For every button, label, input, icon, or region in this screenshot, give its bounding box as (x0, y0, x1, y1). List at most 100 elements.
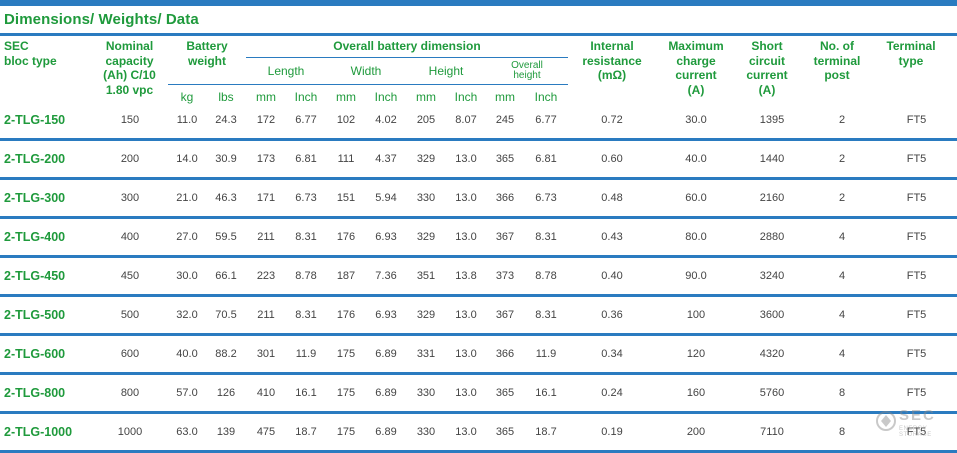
cell-weight-kg: 27.0 (168, 217, 206, 258)
title-divider (0, 33, 957, 36)
cell-posts: 4 (808, 217, 876, 258)
cell-overall-height-inch: 8.78 (524, 256, 568, 297)
watermark-icon (876, 411, 896, 431)
cell-terminal-type: FT5 (876, 295, 957, 336)
cell-capacity: 800 (92, 373, 168, 414)
cell-height-inch: 13.0 (446, 373, 486, 414)
cell-short-circuit: 2880 (736, 217, 808, 258)
cell-capacity: 300 (92, 178, 168, 219)
cell-overall-height-inch: 6.73 (524, 178, 568, 219)
cell-type: 2-TLG-800 (0, 373, 92, 414)
cell-terminal-type: FT5 (876, 373, 957, 414)
cell-type: 2-TLG-1000 (0, 412, 92, 453)
unit-width-inch: Inch (374, 90, 398, 104)
cell-posts: 2 (808, 102, 876, 141)
page-title: Dimensions/ Weights/ Data (4, 11, 199, 28)
header-short-circuit: Short circuit current (A) (746, 39, 788, 97)
cell-capacity: 450 (92, 256, 168, 297)
cell-weight-lbs: 24.3 (206, 102, 246, 141)
table-row: 2-TLG-400 400 27.0 59.5 211 8.31 176 6.93 329 13.… (0, 217, 957, 258)
cell-short-circuit: 2160 (736, 178, 808, 219)
cell-length-mm: 171 (246, 178, 286, 219)
table-row: 2-TLG-1000 1000 63.0 139 475 18.7 175 6.89 330 13… (0, 412, 957, 453)
table-row: 2-TLG-150 150 11.0 24.3 172 6.77 102 4.02 205 8.0… (0, 102, 957, 141)
header-weight: Battery weight (186, 39, 228, 68)
cell-resistance: 0.43 (568, 217, 656, 258)
cell-width-inch: 6.89 (366, 334, 406, 375)
header-overall-height: Overall height (511, 60, 543, 81)
unit-height-mm: mm (416, 90, 436, 104)
cell-max-charge: 40.0 (656, 139, 736, 180)
header-posts: No. of terminal post (813, 39, 861, 82)
unit-height-inch: Inch (454, 90, 478, 104)
header-units-rule (168, 84, 568, 85)
cell-resistance: 0.36 (568, 295, 656, 336)
cell-length-mm: 172 (246, 102, 286, 141)
cell-overall-height-inch: 11.9 (524, 334, 568, 375)
header-length: Length (267, 64, 305, 78)
cell-capacity: 400 (92, 217, 168, 258)
cell-length-mm: 173 (246, 139, 286, 180)
cell-weight-lbs: 59.5 (206, 217, 246, 258)
cell-weight-kg: 21.0 (168, 178, 206, 219)
cell-length-inch: 8.31 (286, 295, 326, 336)
cell-width-inch: 4.37 (366, 139, 406, 180)
cell-posts: 4 (808, 334, 876, 375)
cell-length-inch: 8.31 (286, 217, 326, 258)
cell-length-inch: 11.9 (286, 334, 326, 375)
cell-height-inch: 8.07 (446, 102, 486, 141)
cell-width-inch: 5.94 (366, 178, 406, 219)
cell-weight-lbs: 30.9 (206, 139, 246, 180)
cell-height-inch: 13.0 (446, 217, 486, 258)
cell-posts: 8 (808, 412, 876, 453)
cell-overall-height-mm: 365 (486, 373, 524, 414)
cell-terminal-type: FT5 (876, 178, 957, 219)
cell-length-mm: 301 (246, 334, 286, 375)
cell-max-charge: 160 (656, 373, 736, 414)
cell-height-mm: 329 (406, 295, 446, 336)
cell-weight-kg: 30.0 (168, 256, 206, 297)
header-resistance: Internal resistance (mΩ) (582, 39, 642, 82)
cell-width-inch: 4.02 (366, 102, 406, 141)
cell-overall-height-inch: 8.31 (524, 217, 568, 258)
cell-length-inch: 6.81 (286, 139, 326, 180)
cell-max-charge: 90.0 (656, 256, 736, 297)
cell-overall-height-mm: 365 (486, 139, 524, 180)
cell-weight-lbs: 139 (206, 412, 246, 453)
top-accent-bar (0, 0, 957, 6)
cell-max-charge: 200 (656, 412, 736, 453)
table-row: 2-TLG-500 500 32.0 70.5 211 8.31 176 6.93 329 13.… (0, 295, 957, 336)
cell-weight-kg: 63.0 (168, 412, 206, 453)
cell-weight-kg: 32.0 (168, 295, 206, 336)
cell-length-mm: 410 (246, 373, 286, 414)
cell-width-mm: 175 (326, 412, 366, 453)
cell-max-charge: 120 (656, 334, 736, 375)
cell-weight-lbs: 70.5 (206, 295, 246, 336)
cell-length-mm: 211 (246, 295, 286, 336)
cell-short-circuit: 1440 (736, 139, 808, 180)
cell-resistance: 0.48 (568, 178, 656, 219)
cell-width-inch: 7.36 (366, 256, 406, 297)
cell-terminal-type: FT5 (876, 139, 957, 180)
cell-type: 2-TLG-300 (0, 178, 92, 219)
cell-overall-height-mm: 366 (486, 178, 524, 219)
cell-overall-height-mm: 367 (486, 217, 524, 258)
cell-short-circuit: 3240 (736, 256, 808, 297)
cell-terminal-type: FT5 (876, 217, 957, 258)
watermark-text: SEC (899, 407, 936, 424)
cell-width-mm: 176 (326, 217, 366, 258)
cell-type: 2-TLG-150 (0, 102, 92, 141)
unit-kg: kg (180, 90, 194, 104)
table-row: 2-TLG-450 450 30.0 66.1 223 8.78 187 7.36 351 13.… (0, 256, 957, 297)
cell-max-charge: 80.0 (656, 217, 736, 258)
cell-height-mm: 329 (406, 139, 446, 180)
cell-terminal-type: FT5 (876, 102, 957, 141)
header-dimension-rule (246, 57, 568, 58)
cell-height-mm: 331 (406, 334, 446, 375)
cell-weight-kg: 40.0 (168, 334, 206, 375)
cell-capacity: 150 (92, 102, 168, 141)
cell-overall-height-mm: 367 (486, 295, 524, 336)
cell-length-mm: 223 (246, 256, 286, 297)
cell-weight-kg: 57.0 (168, 373, 206, 414)
cell-height-inch: 13.0 (446, 334, 486, 375)
